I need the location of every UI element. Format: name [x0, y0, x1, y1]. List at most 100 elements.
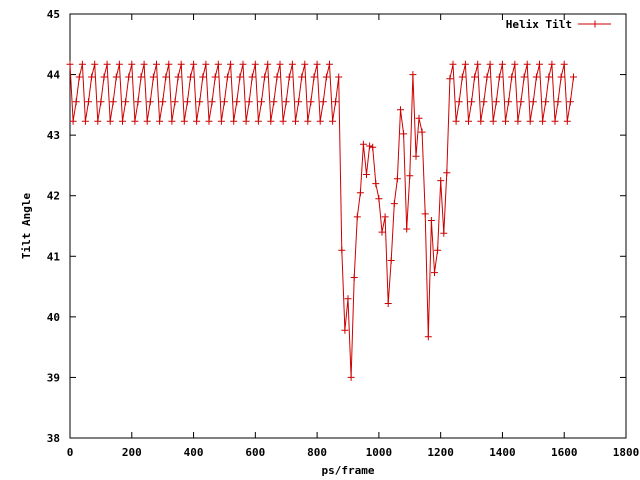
- data-point: [75, 73, 83, 81]
- data-point: [452, 117, 460, 125]
- data-point: [437, 177, 445, 185]
- data-point: [248, 73, 256, 81]
- data-point: [344, 295, 352, 303]
- data-point: [536, 60, 543, 68]
- data-point: [548, 60, 556, 68]
- data-point: [224, 73, 231, 81]
- data-point: [539, 117, 547, 125]
- x-tick-label: 1200: [427, 446, 454, 459]
- data-point: [511, 60, 519, 68]
- data-point: [125, 73, 133, 81]
- x-tick-label: 1600: [551, 446, 578, 459]
- data-point: [137, 73, 145, 81]
- data-point: [400, 130, 408, 138]
- data-point: [134, 98, 142, 106]
- data-point: [480, 98, 488, 106]
- y-tick-label: 43: [47, 129, 60, 142]
- data-point: [202, 60, 210, 68]
- data-point: [156, 117, 164, 125]
- data-point: [217, 117, 225, 125]
- data-point: [174, 73, 182, 81]
- data-point: [103, 60, 111, 68]
- data-point: [310, 73, 318, 81]
- data-point: [301, 60, 309, 68]
- data-point: [316, 117, 324, 125]
- data-point: [563, 117, 571, 125]
- data-point: [180, 117, 188, 125]
- data-point: [245, 98, 253, 106]
- data-point: [146, 98, 154, 106]
- data-point: [270, 98, 278, 106]
- data-point: [381, 213, 389, 221]
- data-point: [341, 326, 349, 334]
- data-point: [461, 60, 469, 68]
- data-point: [177, 60, 185, 68]
- data-point: [159, 98, 167, 106]
- data-point: [468, 98, 476, 106]
- x-tick-label: 0: [67, 446, 74, 459]
- data-point: [329, 117, 337, 125]
- data-point: [131, 117, 139, 125]
- data-point: [183, 98, 191, 106]
- data-point: [372, 180, 380, 188]
- legend: Helix Tilt: [506, 18, 611, 31]
- data-point: [295, 98, 303, 106]
- data-point: [424, 333, 432, 341]
- data-point: [162, 73, 170, 81]
- data-point: [359, 140, 367, 148]
- data-point: [434, 246, 442, 254]
- data-point: [261, 73, 269, 81]
- data-point: [418, 128, 426, 136]
- data-point: [112, 73, 120, 81]
- data-point: [199, 73, 207, 81]
- data-point: [375, 195, 383, 203]
- data-point: [94, 117, 102, 125]
- data-point: [523, 60, 531, 68]
- axis-ticks: [69, 13, 627, 439]
- data-point: [347, 373, 355, 381]
- x-tick-label: 400: [184, 446, 204, 459]
- data-point: [529, 98, 537, 106]
- data-point: [233, 98, 241, 106]
- y-tick-label: 44: [47, 69, 61, 82]
- y-tick-label: 38: [47, 432, 60, 445]
- data-point: [492, 98, 500, 106]
- data-point: [322, 73, 330, 81]
- series-group: [66, 60, 577, 381]
- data-point: [106, 117, 114, 125]
- data-point: [193, 117, 201, 125]
- data-point: [520, 73, 528, 81]
- data-point: [292, 117, 299, 125]
- data-point: [384, 300, 392, 307]
- data-point: [208, 98, 216, 106]
- data-point: [474, 60, 482, 68]
- data-point: [236, 73, 244, 81]
- data-point: [251, 60, 259, 68]
- x-axis-label: ps/frame: [322, 464, 375, 477]
- data-point: [570, 73, 577, 81]
- data-point: [78, 60, 86, 68]
- data-point: [542, 98, 550, 106]
- data-point: [427, 217, 435, 224]
- data-point: [115, 60, 123, 68]
- data-point: [119, 117, 126, 125]
- data-point: [282, 98, 290, 106]
- data-point: [187, 73, 194, 81]
- data-point: [298, 73, 306, 81]
- data-point: [338, 246, 346, 254]
- data-point: [431, 269, 438, 277]
- data-point: [508, 73, 516, 81]
- data-point: [288, 60, 296, 68]
- data-point: [214, 60, 222, 68]
- data-point: [122, 98, 130, 106]
- data-point: [66, 60, 74, 68]
- data-point: [279, 117, 287, 125]
- data-point: [486, 60, 494, 68]
- data-point: [190, 60, 198, 68]
- data-point: [304, 117, 312, 125]
- legend-label: Helix Tilt: [506, 18, 572, 31]
- data-point: [128, 60, 136, 68]
- data-point: [498, 60, 506, 68]
- data-point: [465, 117, 472, 125]
